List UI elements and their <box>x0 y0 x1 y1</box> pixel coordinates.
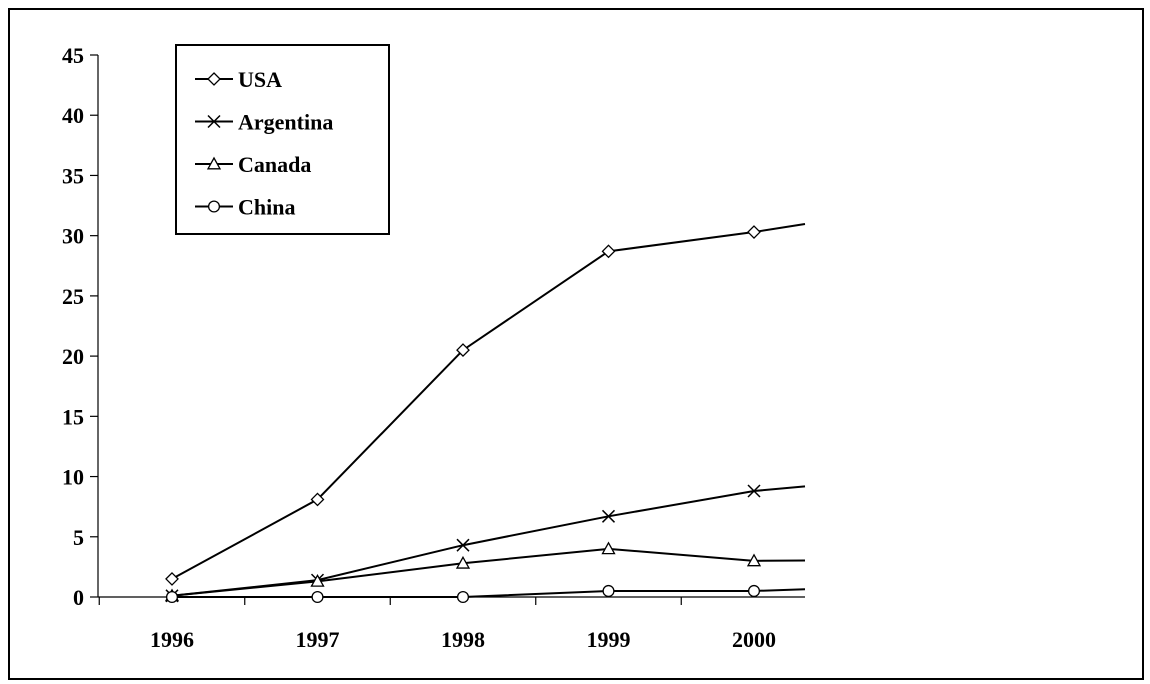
series-line <box>171 223 806 580</box>
legend: USA Argentina Canada China <box>175 44 390 235</box>
axes: 0 5 10 15 20 25 30 35 40 45 1996 1997 1998 1999 2000 <box>62 43 805 652</box>
triangle-marker <box>310 574 325 587</box>
circle-marker <box>456 590 470 604</box>
y-tick-label: 25 <box>62 284 84 309</box>
legend-label: USA <box>238 67 282 92</box>
y-tick-label: 30 <box>62 224 84 249</box>
circle-marker <box>165 590 179 604</box>
y-tick-label: 10 <box>62 465 84 490</box>
series-lines <box>164 223 806 604</box>
x-tick-label: 1997 <box>296 627 340 652</box>
triangle-marker <box>746 553 762 567</box>
diamond-marker <box>456 343 470 358</box>
x-marker <box>747 484 761 498</box>
y-tick-label: 35 <box>62 163 84 188</box>
x-tick-label: 1996 <box>150 627 194 652</box>
x-tick-label: 2000 <box>732 627 776 652</box>
series-line <box>171 485 806 597</box>
legend-label: China <box>238 195 295 220</box>
x-marker <box>456 538 470 552</box>
legend-entry-china: China <box>195 195 295 220</box>
legend-entry-argentina: Argentina <box>195 110 333 135</box>
series-usa <box>165 223 806 586</box>
x-tick-label: 1998 <box>441 627 485 652</box>
series-line <box>171 547 806 597</box>
diamond-marker <box>601 244 616 259</box>
y-tick-label: 5 <box>73 525 84 550</box>
y-tick-label: 15 <box>62 404 84 429</box>
x-marker <box>601 509 616 523</box>
circle-marker <box>207 200 221 213</box>
series-argentina <box>165 484 806 603</box>
circle-marker <box>602 584 615 598</box>
triangle-marker <box>455 555 471 569</box>
diamond-marker <box>165 572 179 586</box>
series-line <box>172 588 806 598</box>
diamond-marker <box>207 72 221 86</box>
x-marker <box>207 114 221 129</box>
x-tick-label: 1999 <box>587 627 631 652</box>
series-china <box>165 584 806 604</box>
diamond-marker <box>310 492 325 507</box>
y-tick-label: 0 <box>73 585 84 610</box>
legend-label: Canada <box>238 152 311 177</box>
legend-label: Argentina <box>238 110 333 135</box>
y-tick-label: 20 <box>62 344 84 369</box>
legend-entry-canada: Canada <box>195 152 311 177</box>
diamond-marker <box>747 225 761 239</box>
triangle-marker <box>206 156 222 170</box>
circle-marker <box>311 590 324 604</box>
y-tick-label: 45 <box>62 43 84 68</box>
legend-entry-usa: USA <box>195 67 282 92</box>
circle-marker <box>747 584 761 598</box>
y-tick-label: 40 <box>62 103 84 128</box>
triangle-marker <box>601 541 616 555</box>
